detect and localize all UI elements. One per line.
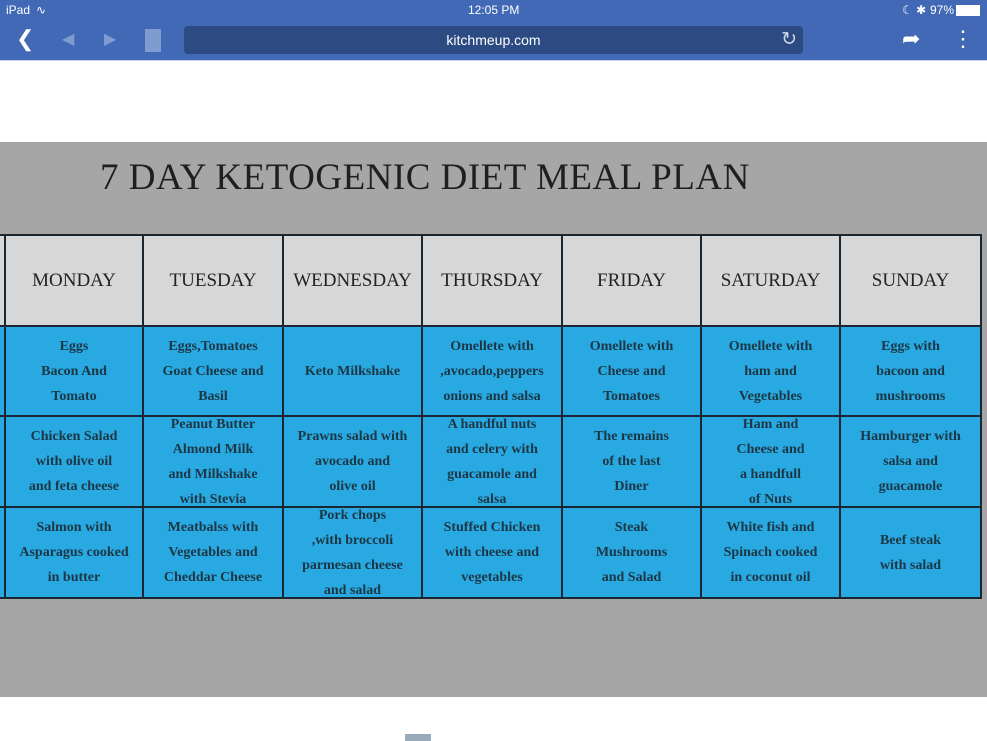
day-header-tuesday: TUESDAY <box>142 234 284 327</box>
meal-cell: Chicken Salad with olive oil and feta ch… <box>4 415 144 508</box>
device-label: iPad <box>6 3 31 17</box>
meal-cell: Prawns salad with avocado and olive oil <box>282 415 423 508</box>
bluetooth-icon: ☾ ✱ <box>902 3 927 17</box>
status-bar: iPad ∿ 12:05 PM ☾ ✱ 97% <box>0 0 987 20</box>
meal-cell: Meatbalss with Vegetables and Cheddar Ch… <box>142 506 284 599</box>
day-header-sunday: SUNDAY <box>839 234 982 327</box>
battery-icon <box>956 5 980 16</box>
day-header-thursday: THURSDAY <box>421 234 563 327</box>
meal-cell: Hamburger with salsa and guacamole <box>839 415 982 508</box>
url-text: kitchmeup.com <box>446 32 541 48</box>
reload-icon[interactable]: ↻ <box>781 29 797 50</box>
more-icon[interactable]: ⋮ <box>952 26 974 51</box>
meal-cell: Omellete with ,avocado,peppers onions an… <box>421 325 563 417</box>
meal-cell: Stuffed Chicken with cheese and vegetabl… <box>421 506 563 599</box>
meal-cell: Eggs,Tomatoes Goat Cheese and Basil <box>142 325 284 417</box>
battery-percent: 97% <box>930 3 955 17</box>
meal-cell: White fish and Spinach cooked in coconut… <box>700 506 841 599</box>
back-icon[interactable]: ❮ <box>16 26 35 51</box>
meal-cell: A handful nuts and celery with guacamole… <box>421 415 563 508</box>
browser-toolbar: ❮ ◀ ▶ kitchmeup.com ↻ ➦ ⋮ <box>0 20 987 61</box>
meal-cell: Ham and Cheese and a handfull of Nuts <box>700 415 841 508</box>
day-header-monday: MONDAY <box>4 234 144 327</box>
share-icon[interactable]: ➦ <box>902 26 921 51</box>
meal-cell: Peanut Butter Almond Milk and Milkshake … <box>142 415 284 508</box>
meal-cell: The remains of the last Diner <box>561 415 702 508</box>
meal-cell: Salmon with Asparagus cooked in butter <box>4 506 144 599</box>
day-header-friday: FRIDAY <box>561 234 702 327</box>
meal-cell: Keto Milkshake <box>282 325 423 417</box>
meal-cell: Steak Mushrooms and Salad <box>561 506 702 599</box>
meal-plan-title: 7 DAY KETOGENIC DIET MEAL PLAN <box>100 157 750 198</box>
bookmark-icon[interactable] <box>145 29 161 52</box>
clock: 12:05 PM <box>468 3 520 17</box>
day-header-saturday: SATURDAY <box>700 234 841 327</box>
history-back-icon[interactable]: ◀ <box>62 31 75 48</box>
meal-plan-image: 7 DAY KETOGENIC DIET MEAL PLAN MONDAY Egg… <box>0 142 987 697</box>
meal-cell: Eggs with bacoon and mushrooms <box>839 325 982 417</box>
meal-cell: Omellete with Cheese and Tomatoes <box>561 325 702 417</box>
day-header-wednesday: WEDNESDAY <box>282 234 423 327</box>
url-bar[interactable]: kitchmeup.com ↻ <box>184 26 803 54</box>
meal-cell: Beef steak with salad <box>839 506 982 599</box>
ad-icon <box>405 734 431 741</box>
history-forward-icon[interactable]: ▶ <box>104 31 117 48</box>
meal-cell: Eggs Bacon And Tomato <box>4 325 144 417</box>
wifi-icon: ∿ <box>36 3 47 17</box>
meal-cell: Pork chops ,with broccoli parmesan chees… <box>282 506 423 599</box>
meal-cell: Omellete with ham and Vegetables <box>700 325 841 417</box>
